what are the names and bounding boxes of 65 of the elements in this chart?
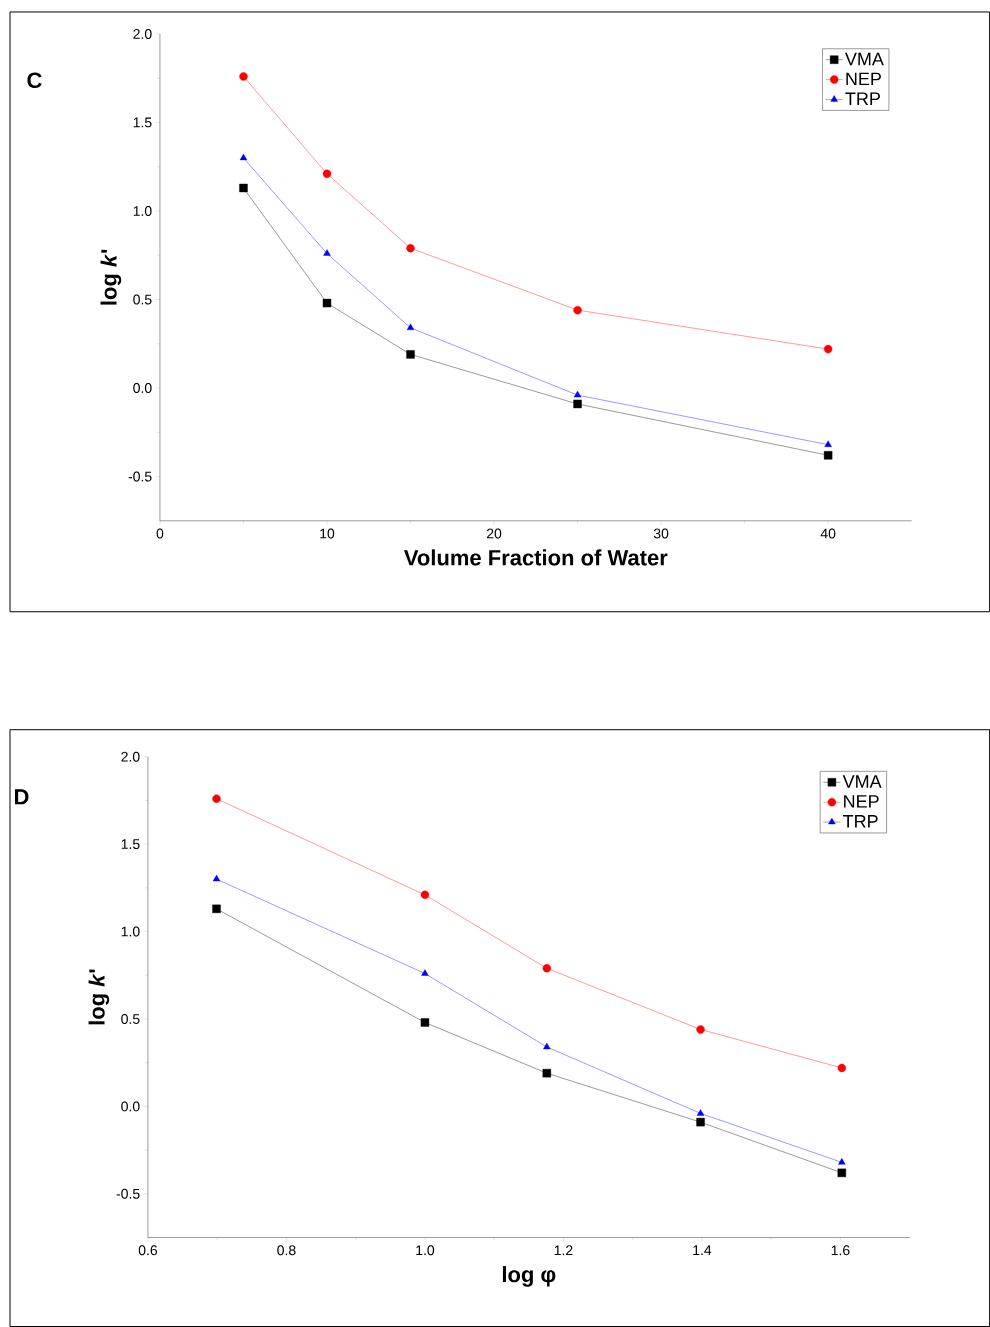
y-tick-label: 2.0 xyxy=(133,29,152,39)
x-tick-label: 1.0 xyxy=(416,1245,435,1256)
point xyxy=(838,1158,846,1165)
y-axis-title: log k' xyxy=(88,969,110,1025)
x-tick-label: 40 xyxy=(820,528,836,539)
point xyxy=(573,390,582,398)
y-tick-label: 0.0 xyxy=(133,383,152,393)
y-tick-label: 1.5 xyxy=(121,839,140,850)
x-tick-label: 10 xyxy=(320,528,335,539)
point xyxy=(542,1068,551,1078)
legend-label: NEP xyxy=(846,72,881,86)
y-tick-label: 2.0 xyxy=(121,751,140,762)
x-axis-title: Volume Fraction of Water xyxy=(403,549,668,566)
point xyxy=(420,890,430,900)
point xyxy=(573,399,582,409)
legend-label: VMA xyxy=(842,775,882,788)
x-tick-label: 1.4 xyxy=(693,1245,712,1255)
legend-label: NEP xyxy=(844,795,879,808)
point xyxy=(837,1063,846,1073)
x-tick-label: 1.6 xyxy=(831,1245,850,1256)
text: D xyxy=(14,789,29,805)
point xyxy=(696,1109,705,1116)
point xyxy=(323,249,331,256)
y-tick-label: 0.5 xyxy=(133,294,152,305)
y-tick-label: -0.5 xyxy=(128,471,152,482)
point xyxy=(239,153,248,161)
point xyxy=(406,323,415,331)
point xyxy=(406,243,415,253)
legend-label: VMA xyxy=(844,52,884,66)
point xyxy=(239,72,248,81)
legend-label: TRP xyxy=(842,815,878,828)
x-tick-label: 0.8 xyxy=(277,1245,296,1256)
y-tick-label: 1.0 xyxy=(121,926,140,937)
point xyxy=(212,904,221,914)
legend-label: TRP xyxy=(845,92,880,105)
y-tick-label: 0.0 xyxy=(121,1101,140,1112)
point xyxy=(322,169,332,179)
x-tick-label: 30 xyxy=(653,528,669,539)
point xyxy=(696,1117,705,1127)
y-tick-label: -0.5 xyxy=(116,1188,140,1199)
x-axis-title: log φ xyxy=(502,1266,556,1287)
point xyxy=(696,1025,705,1034)
point xyxy=(542,964,551,973)
point xyxy=(406,350,415,359)
point xyxy=(543,1042,551,1050)
point xyxy=(824,440,832,447)
x-tick-label: 0 xyxy=(156,528,164,539)
point xyxy=(239,183,248,193)
point xyxy=(420,1018,430,1027)
point xyxy=(212,794,221,803)
point xyxy=(823,344,833,354)
point xyxy=(322,298,332,308)
point xyxy=(823,451,833,460)
y-tick-label: 1.5 xyxy=(133,117,152,128)
y-tick-label: 1.0 xyxy=(133,206,152,216)
y-axis-title: log k' xyxy=(100,249,122,305)
x-tick-label: 1.2 xyxy=(554,1245,573,1256)
point xyxy=(421,969,429,976)
x-tick-label: 20 xyxy=(486,528,502,539)
point xyxy=(837,1168,846,1178)
point xyxy=(212,874,221,882)
x-tick-label: 0.6 xyxy=(138,1245,157,1256)
y-tick-label: 0.5 xyxy=(121,1014,140,1024)
text: C xyxy=(27,72,42,89)
point xyxy=(573,305,582,315)
